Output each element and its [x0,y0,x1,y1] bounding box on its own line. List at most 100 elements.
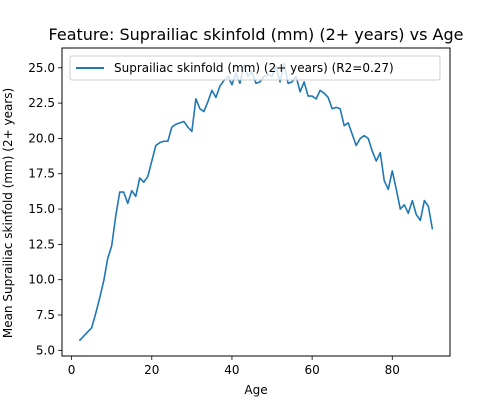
data-point [279,81,281,83]
data-point [351,133,353,135]
data-point [135,195,137,197]
x-tick-label: 60 [304,363,319,377]
data-point [103,280,105,282]
y-tick-label: 7.5 [36,308,55,322]
data-point [111,245,113,247]
data-point [91,327,93,329]
data-point [307,95,309,97]
data-point [255,82,257,84]
data-point [215,96,217,99]
data-point [131,190,133,192]
data-point [259,81,261,83]
data-point [431,228,433,230]
data-point [191,130,193,132]
x-tick-label: 0 [68,363,76,377]
data-point [115,215,117,217]
data-point [187,126,189,128]
x-axis: 0 20 40 60 80 [68,356,400,377]
y-tick-label: 22.5 [28,96,55,110]
data-point [403,204,405,206]
data-point [219,85,221,87]
y-tick-label: 5.0 [36,343,55,357]
data-point [359,137,361,140]
y-tick-label: 10.0 [28,273,55,287]
data-point [375,160,377,162]
x-tick-label: 80 [385,363,400,377]
data-point [315,98,317,100]
plot-area [79,62,434,342]
data-point [175,123,177,125]
legend-box [69,55,441,81]
data-point [399,208,401,210]
x-tick-label: 40 [224,363,239,377]
data-point [211,89,213,91]
data-point [83,335,85,337]
data-point [371,150,373,152]
data-point [203,110,205,113]
data-point [311,95,313,97]
data-point [383,180,385,182]
y-axis-label: Mean Suprailiac skinfold (mm) (2+ years) [1,88,15,338]
data-point [127,202,129,205]
data-point [99,297,101,299]
data-point [331,108,333,110]
data-point [347,122,349,124]
legend: Suprailiac skinfold (mm) (2+ years) (R2=… [69,55,441,81]
data-point [119,191,121,193]
data-point [199,108,201,110]
data-point [147,175,149,178]
data-point [183,120,185,123]
data-point [355,144,357,147]
data-point [395,188,397,190]
data-point [343,125,345,127]
data-point [151,160,153,162]
data-point [427,205,429,207]
data-point [171,126,173,128]
data-point [107,257,109,260]
series-line [79,62,434,342]
chart-title: Feature: Suprailiac skinfold (mm) (2+ ye… [49,25,464,44]
data-point [195,98,197,100]
y-tick-label: 20.0 [28,131,55,145]
data-point [207,101,209,103]
data-point [143,181,145,183]
y-tick-label: 15.0 [28,202,55,216]
y-tick-label: 25.0 [28,61,55,75]
data-point [291,81,293,83]
data-point [79,339,81,342]
data-point [167,140,169,142]
data-point [287,82,289,84]
data-point [299,91,301,93]
y-tick-label: 17.5 [28,167,55,181]
data-point [327,96,329,99]
x-tick-label: 20 [144,363,159,377]
data-point [159,142,161,144]
data-point [319,89,321,91]
data-point [95,313,97,315]
data-point [423,199,425,202]
data-point [367,137,369,140]
data-point [239,82,241,84]
plot-frame [61,47,451,357]
legend-label: Suprailiac skinfold (mm) (2+ years) (R2=… [114,61,394,75]
data-point [231,84,233,86]
data-point [179,122,181,124]
data-point [419,219,421,221]
data-point [411,199,413,202]
data-point [323,92,325,94]
data-point [335,106,337,108]
data-point [379,151,381,154]
data-point [139,177,141,179]
data-point [87,331,89,333]
data-point [363,135,365,137]
data-point [303,81,305,83]
y-axis: 5.0 7.5 10.0 12.5 15.0 17.5 20.0 22.5 25.0 [28,61,62,357]
data-point [415,214,417,216]
data-point [407,212,409,214]
data-point [123,191,125,193]
data-point [163,140,165,142]
y-tick-label: 12.5 [28,237,55,251]
x-axis-label: Age [244,383,267,397]
data-point [391,170,393,172]
